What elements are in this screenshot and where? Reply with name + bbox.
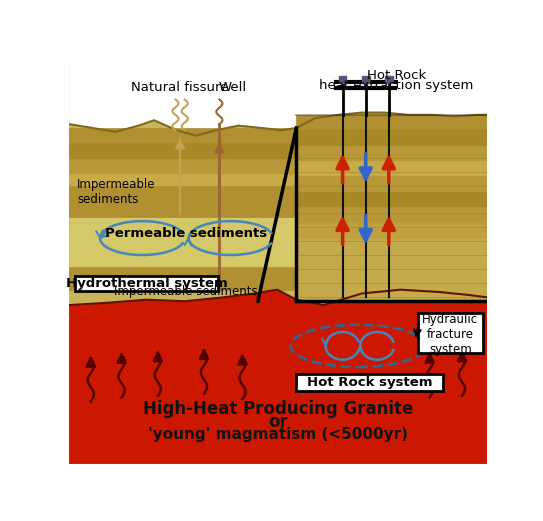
Polygon shape [70, 128, 296, 143]
Polygon shape [296, 130, 488, 146]
Bar [296, 375, 443, 391]
Text: Impermeable
sediments: Impermeable sediments [77, 178, 155, 206]
Text: Natural fissure: Natural fissure [131, 81, 229, 94]
Text: or: or [268, 413, 288, 431]
Polygon shape [296, 161, 488, 177]
Bar [385, 76, 393, 83]
Polygon shape [70, 236, 296, 251]
Bar [75, 276, 218, 291]
Text: Hydraulic
fracture
system: Hydraulic fracture system [422, 313, 478, 356]
Polygon shape [70, 290, 488, 464]
Polygon shape [70, 267, 296, 290]
Text: heat extraction system: heat extraction system [319, 80, 473, 92]
Polygon shape [70, 159, 296, 174]
Polygon shape [70, 190, 296, 205]
Polygon shape [70, 205, 296, 220]
Polygon shape [70, 143, 296, 159]
Text: Well: Well [218, 81, 247, 94]
Text: 'young' magmatism (<5000yr): 'young' magmatism (<5000yr) [148, 427, 408, 442]
Polygon shape [70, 217, 296, 267]
Polygon shape [296, 115, 488, 130]
Bar [418, 313, 483, 353]
Polygon shape [296, 192, 488, 207]
Polygon shape [296, 63, 488, 128]
Text: Impermeable sediments: Impermeable sediments [115, 286, 258, 299]
Polygon shape [296, 146, 488, 161]
Polygon shape [70, 174, 296, 190]
Polygon shape [296, 207, 488, 222]
Polygon shape [70, 63, 488, 464]
Polygon shape [70, 63, 296, 135]
Polygon shape [296, 222, 488, 238]
Text: Hot Rock system: Hot Rock system [307, 376, 432, 389]
Text: Permeable sediments: Permeable sediments [105, 227, 267, 240]
Text: High-Heat Producing Granite: High-Heat Producing Granite [143, 400, 413, 418]
Polygon shape [296, 177, 488, 192]
Polygon shape [70, 220, 296, 236]
Polygon shape [70, 185, 296, 217]
Text: Hot Rock: Hot Rock [367, 69, 426, 82]
Text: Hydrothermal system: Hydrothermal system [66, 277, 228, 290]
Polygon shape [296, 130, 488, 301]
Bar [362, 76, 370, 83]
Bar [339, 76, 346, 83]
